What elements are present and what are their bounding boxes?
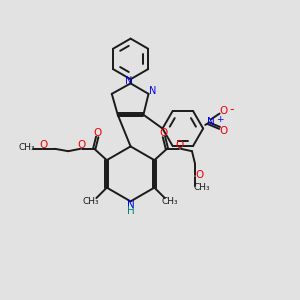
- Text: CH₃: CH₃: [18, 143, 35, 152]
- Text: O: O: [176, 140, 184, 150]
- Text: O: O: [219, 106, 227, 116]
- Text: N: N: [207, 117, 215, 127]
- Text: N: N: [127, 200, 134, 210]
- Text: N: N: [124, 76, 132, 86]
- Text: O: O: [77, 140, 86, 150]
- Text: O: O: [39, 140, 47, 150]
- Text: -: -: [229, 103, 234, 116]
- Text: CH₃: CH₃: [162, 196, 178, 206]
- Text: O: O: [160, 128, 168, 138]
- Text: O: O: [219, 127, 227, 136]
- Text: H: H: [127, 206, 134, 216]
- Text: O: O: [93, 128, 102, 138]
- Text: +: +: [216, 115, 224, 124]
- Text: CH₃: CH₃: [194, 182, 211, 191]
- Text: N: N: [149, 86, 156, 97]
- Text: O: O: [195, 170, 203, 180]
- Text: CH₃: CH₃: [83, 196, 99, 206]
